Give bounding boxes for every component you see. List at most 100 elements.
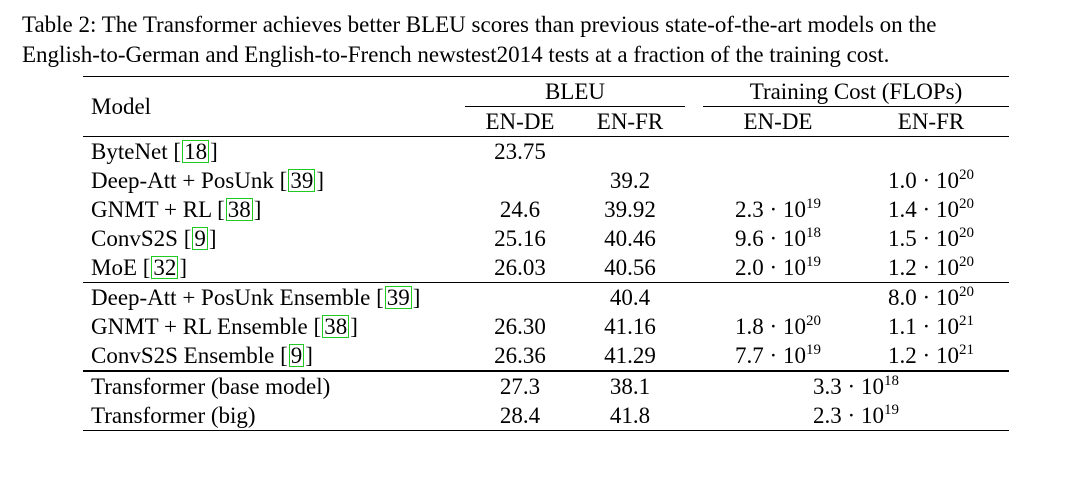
model-name: ByteNet	[91, 138, 168, 164]
cost-exponent: 20	[805, 312, 821, 329]
cost-mantissa: 2.3 · 10	[735, 196, 806, 222]
cost-exponent: 19	[805, 341, 821, 358]
cost-exponent: 18	[883, 372, 899, 389]
model-name-cell: ConvS2S [9]	[91, 225, 217, 251]
cost-en-fr-value: 1.4 · 1020	[853, 195, 1009, 224]
model-name-cell: Transformer (big)	[83, 401, 465, 431]
bleu-en-fr-value: 41.16	[604, 313, 656, 339]
cost-exponent: 19	[805, 195, 821, 212]
cost-mantissa: 1.2 · 10	[888, 342, 959, 368]
citation-link[interactable]: 9	[288, 342, 305, 368]
bleu-en-de-value: 26.03	[494, 254, 546, 280]
cost-exponent: 20	[958, 283, 974, 300]
cost-en-de-value: 1.8 · 1020	[703, 312, 853, 341]
bleu-en-de-value: 25.16	[494, 225, 546, 251]
model-name: Deep-Att + PosUnk	[91, 167, 274, 193]
model-name: GNMT + RL Ensemble	[91, 313, 308, 339]
table-row: Deep-Att + PosUnk Ensemble [39] 40.4 8.0 ·…	[83, 282, 1009, 313]
cost-exponent: 20	[958, 253, 974, 270]
citation-link[interactable]: 39	[384, 284, 412, 310]
model-name-cell: ConvS2S Ensemble [9]	[91, 342, 313, 368]
model-name-cell: MoE [32]	[91, 254, 188, 280]
cost-mantissa: 1.0 · 10	[888, 167, 959, 193]
cost-exponent: 20	[958, 224, 974, 241]
bleu-en-fr-value: 38.1	[609, 373, 651, 399]
results-table: Model BLEU Training Cost (FLOPs) EN-DE E…	[83, 76, 1009, 431]
model-name: MoE	[91, 254, 137, 280]
model-name-cell: Deep-Att + PosUnk [39]	[91, 167, 324, 193]
bleu-en-fr-value: 40.4	[609, 284, 651, 310]
cost-en-fr-value: 1.5 · 1020	[853, 224, 1009, 253]
model-name: ConvS2S	[91, 225, 178, 251]
cost-mantissa: 8.0 · 10	[888, 284, 959, 310]
cost-en-de-value: 7.7 · 1019	[703, 341, 853, 371]
model-name-cell: GNMT + RL Ensemble [38]	[91, 313, 358, 339]
table-row: MoE [32] 26.03 40.56 2.0 · 1019 1.2 · 1020	[83, 253, 1009, 283]
bleu-en-de-value: 26.30	[494, 313, 546, 339]
citation-link[interactable]: 38	[322, 313, 350, 339]
cost-en-fr-value: 1.0 · 1020	[853, 166, 1009, 195]
bleu-en-fr-value: 40.46	[604, 225, 656, 251]
bleu-en-fr-value: 41.8	[609, 402, 651, 428]
table-row: GNMT + RL Ensemble [38] 26.30 41.16 1.8 · 1…	[83, 312, 1009, 341]
bleu-en-de-value	[465, 166, 575, 195]
cost-mantissa: 2.0 · 10	[735, 254, 806, 280]
bleu-en-de-value	[465, 283, 575, 313]
cost-exponent: 20	[958, 195, 974, 212]
cost-exponent: 18	[805, 224, 821, 241]
bleu-en-fr-value: 39.92	[604, 196, 656, 222]
caption-line-2: English-to-German and English-to-French …	[22, 42, 890, 67]
model-name-cell: ByteNet [18]	[91, 138, 218, 164]
caption-line-1: Table 2: The Transformer achieves better…	[22, 12, 937, 37]
table-row: ConvS2S [9] 25.16 40.46 9.6 · 1018 1.5 · 102…	[83, 224, 1009, 253]
cost-en-de-value: 2.0 · 1019	[703, 253, 853, 283]
cost-mantissa: 7.7 · 10	[735, 342, 806, 368]
cost-en-fr-value: 1.1 · 1021	[853, 312, 1009, 341]
table-row: Transformer (big) 28.4 41.8 2.3 · 1019	[83, 401, 1009, 431]
cost-mantissa: 9.6 · 10	[735, 225, 806, 251]
bleu-en-fr-value: 39.2	[609, 167, 651, 193]
cost-exponent: 19	[883, 401, 899, 418]
bleu-en-de-value: 27.3	[499, 373, 541, 399]
header-bleu: BLEU	[465, 76, 685, 107]
bleu-en-de-value: 26.36	[494, 342, 546, 368]
cost-mantissa: 3.3 · 10	[813, 373, 884, 399]
table-row: GNMT + RL [38] 24.6 39.92 2.3 · 1019 1.4 · 1…	[83, 195, 1009, 224]
bleu-en-fr-value	[575, 137, 685, 167]
cost-mantissa: 1.8 · 10	[735, 313, 806, 339]
cost-en-fr-value	[853, 137, 1009, 167]
citation-link[interactable]: 18	[182, 138, 210, 164]
citation-link[interactable]: 39	[288, 167, 316, 193]
header-training-cost: Training Cost (FLOPs)	[703, 76, 1009, 107]
bleu-en-de-value: 23.75	[494, 138, 546, 164]
training-cost-value: 2.3 · 1019	[703, 401, 1009, 431]
header-row-sub: EN-DE EN-FR EN-DE EN-FR	[83, 107, 1009, 137]
cost-mantissa: 1.2 · 10	[888, 254, 959, 280]
citation-link[interactable]: 32	[151, 254, 179, 280]
cost-exponent: 21	[958, 341, 974, 358]
bleu-en-de-value: 28.4	[499, 402, 541, 428]
bleu-en-fr-value: 40.56	[604, 254, 656, 280]
table-row: Transformer (base model) 27.3 38.1 3.3 · 10…	[83, 371, 1009, 401]
cost-mantissa: 1.1 · 10	[888, 313, 959, 339]
cost-exponent: 19	[805, 253, 821, 270]
table-row: ByteNet [18] 23.75	[83, 136, 1009, 167]
model-name: Transformer (base model)	[91, 373, 331, 399]
model-name-cell: Deep-Att + PosUnk Ensemble [39]	[91, 284, 421, 310]
cost-en-de-value	[703, 166, 853, 195]
table-caption: Table 2: The Transformer achieves better…	[22, 10, 1072, 70]
header-model: Model	[91, 93, 152, 119]
citation-link[interactable]: 38	[225, 196, 253, 222]
cost-en-fr-value: 8.0 · 1020	[853, 283, 1009, 313]
model-name: ConvS2S Ensemble	[91, 342, 275, 368]
cost-en-de-value: 2.3 · 1019	[703, 195, 853, 224]
header-cost-en-de: EN-DE	[743, 108, 813, 134]
model-name-cell: Transformer (base model)	[83, 371, 465, 401]
training-cost-value: 3.3 · 1018	[703, 371, 1009, 401]
model-name: Transformer (big)	[91, 402, 256, 428]
bleu-en-de-value: 24.6	[499, 196, 541, 222]
cost-en-de-value: 9.6 · 1018	[703, 224, 853, 253]
citation-link[interactable]: 9	[192, 225, 208, 251]
bleu-en-fr-value: 41.29	[604, 342, 656, 368]
cost-en-fr-value: 1.2 · 1020	[853, 253, 1009, 283]
